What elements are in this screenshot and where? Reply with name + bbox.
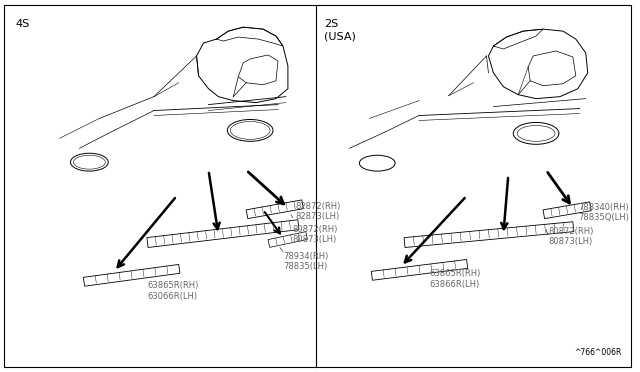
Text: (USA): (USA) bbox=[324, 31, 356, 41]
Text: 788340(RH)
78835Q(LH): 788340(RH) 78835Q(LH) bbox=[578, 203, 628, 222]
Text: 80872(RH)
80873(LH): 80872(RH) 80873(LH) bbox=[293, 225, 339, 244]
Text: 82872(RH)
82873(LH): 82872(RH) 82873(LH) bbox=[296, 202, 341, 221]
Text: ^766^006R: ^766^006R bbox=[574, 348, 621, 357]
Text: 78934(RH)
78835(LH): 78934(RH) 78835(LH) bbox=[283, 251, 328, 271]
Text: 80872(RH)
80873(LH): 80872(RH) 80873(LH) bbox=[548, 227, 593, 246]
Text: 63865R(RH)
63066R(LH): 63865R(RH) 63066R(LH) bbox=[147, 281, 198, 301]
Text: 2S: 2S bbox=[324, 19, 338, 29]
Text: 63865R(RH)
63866R(LH): 63865R(RH) 63866R(LH) bbox=[429, 269, 480, 289]
Text: 4S: 4S bbox=[16, 19, 30, 29]
